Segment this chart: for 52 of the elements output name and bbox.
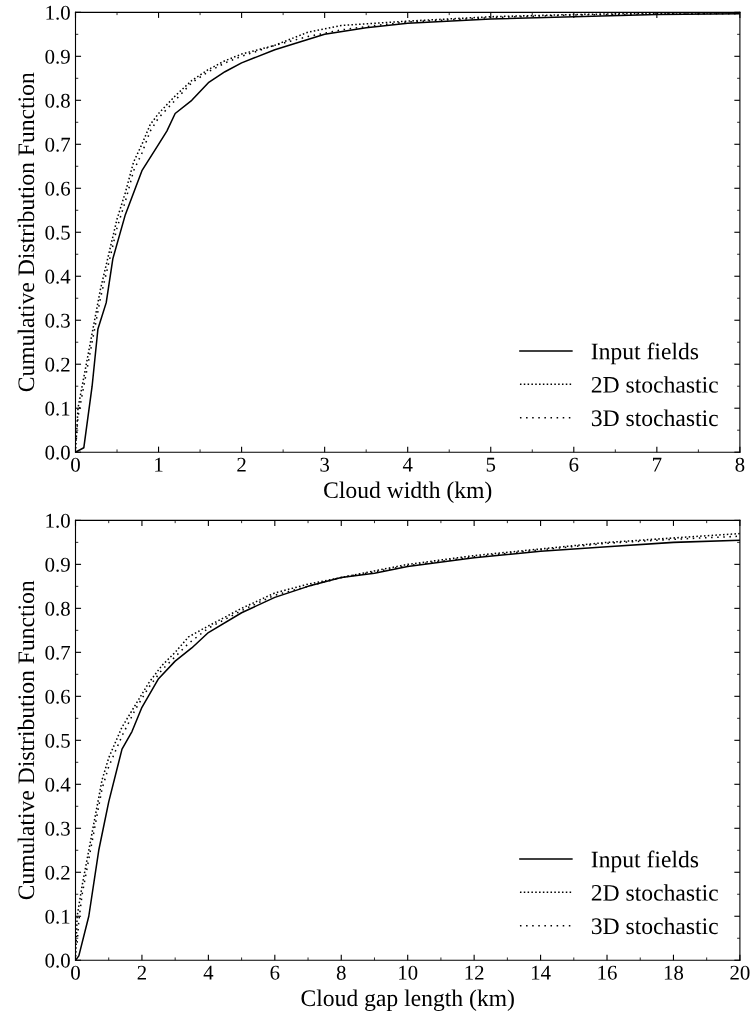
- y-axis-title: Cumulative Distribution Function: [17, 72, 35, 392]
- legend-label: 3D stochastic: [591, 917, 718, 935]
- x-tick-label: 5: [486, 457, 496, 472]
- y-tick-label: 0.6: [45, 689, 71, 704]
- x-tick-label: 4: [203, 965, 214, 980]
- y-tick-label: 0.0: [45, 953, 70, 968]
- y-axis-title: Cumulative Distribution Function: [17, 580, 35, 900]
- x-tick-label: 20: [730, 965, 750, 980]
- x-tick-label: 0: [71, 457, 80, 472]
- x-tick-label: 2: [237, 457, 246, 472]
- y-tick-label: 0.5: [45, 225, 70, 240]
- x-tick-label: 10: [399, 965, 418, 980]
- y-tick-label: 0.0: [45, 445, 70, 460]
- y-tick-label: 0.7: [45, 137, 71, 152]
- x-axis-title: Cloud gap length (km): [301, 989, 514, 1012]
- y-tick-label: 1.0: [46, 5, 70, 20]
- y-tick-label: 0.2: [45, 865, 70, 880]
- legend-label: 2D stochastic: [591, 884, 718, 901]
- x-tick-label: 12: [465, 965, 484, 980]
- y-tick-label: 0.1: [45, 909, 70, 924]
- y-tick-label: 0.1: [45, 401, 70, 416]
- x-tick-label: 6: [569, 457, 579, 472]
- x-axis-title: Cloud width (km): [324, 481, 492, 503]
- x-tick-label: 4: [402, 457, 413, 472]
- x-tick-label: 8: [735, 457, 745, 472]
- y-tick-label: 0.8: [45, 601, 70, 616]
- x-tick-label: 8: [336, 965, 346, 980]
- x-tick-label: 7: [653, 457, 662, 472]
- legend-label: Input fields: [591, 342, 699, 365]
- y-tick-label: 0.5: [45, 733, 70, 748]
- x-tick-label: 18: [664, 965, 684, 980]
- x-tick-label: 0: [71, 965, 80, 980]
- x-tick-label: 2: [137, 965, 146, 980]
- x-tick-label: 1: [155, 457, 163, 472]
- legend-label: 3D stochastic: [591, 409, 718, 427]
- legend-label: Input fields: [591, 850, 699, 873]
- legend-label: 2D stochastic: [591, 376, 718, 393]
- y-tick-label: 0.9: [45, 49, 70, 64]
- y-tick-label: 0.9: [45, 557, 70, 572]
- y-tick-label: 0.8: [45, 93, 70, 108]
- y-tick-label: 0.4: [45, 777, 71, 792]
- x-tick-label: 16: [598, 965, 617, 980]
- y-tick-label: 0.7: [45, 645, 71, 660]
- y-tick-label: 0.6: [45, 181, 71, 196]
- x-tick-label: 6: [270, 965, 280, 980]
- x-tick-label: 14: [532, 965, 551, 980]
- x-tick-label: 3: [320, 457, 330, 472]
- y-tick-label: 0.2: [45, 357, 70, 372]
- y-tick-label: 1.0: [46, 513, 70, 528]
- y-tick-label: 0.4: [45, 269, 71, 284]
- y-tick-label: 0.3: [45, 313, 70, 328]
- y-tick-label: 0.3: [45, 821, 70, 836]
